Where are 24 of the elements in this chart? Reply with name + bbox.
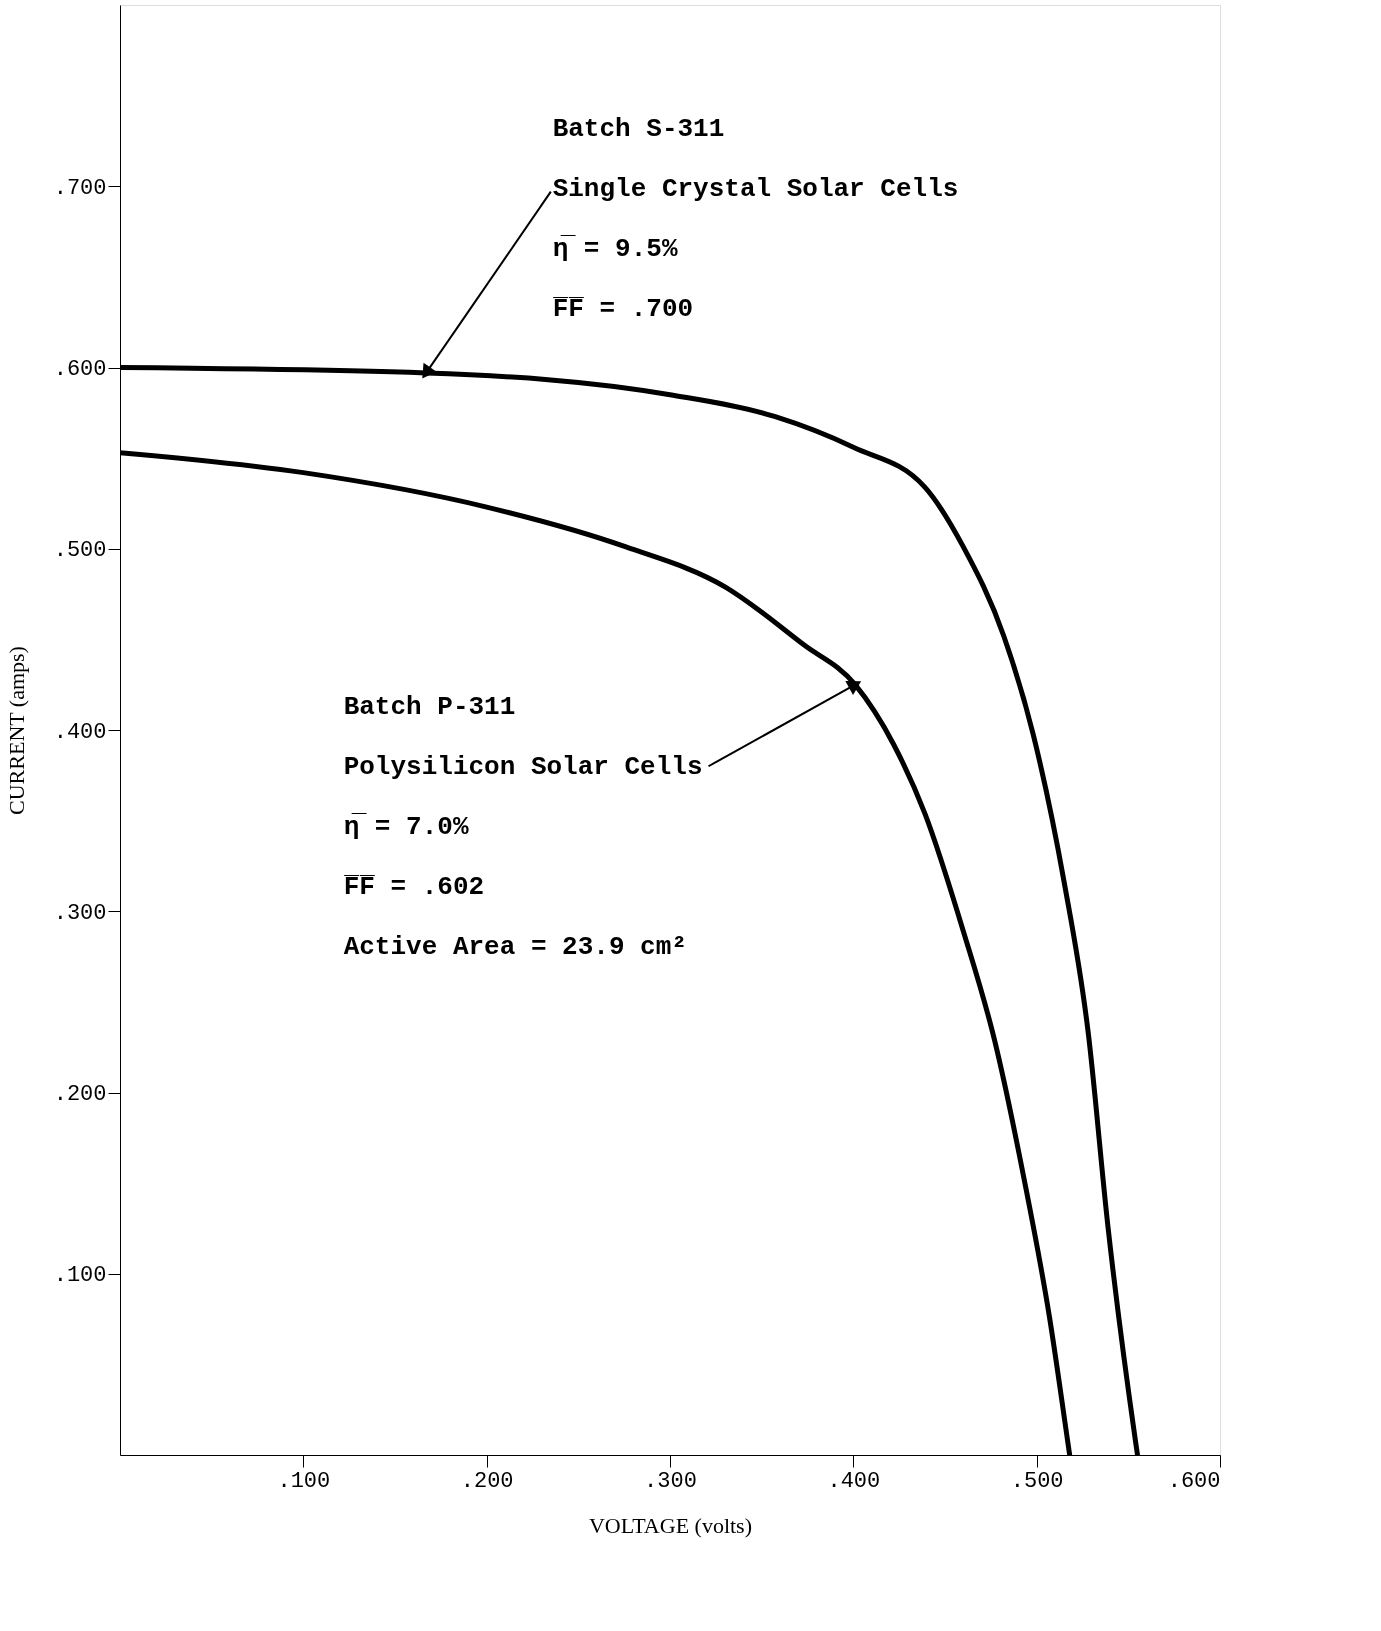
annotation: Polysilicon Solar Cells bbox=[343, 752, 703, 783]
annotation: η̅ = 9.5% bbox=[552, 233, 678, 264]
x-tick-label: .600 bbox=[1167, 1468, 1221, 1494]
annotation: Active Area = 23.9 cm² bbox=[343, 931, 687, 962]
y-tick-label: .200 bbox=[53, 1082, 107, 1107]
y-axis-title: CURRENT (amps) bbox=[3, 646, 29, 815]
y-tick-label: .500 bbox=[53, 538, 107, 564]
x-tick-label: .100 bbox=[277, 1468, 331, 1494]
y-tick-label: .100 bbox=[53, 1263, 107, 1289]
annotation: F̅F̅ = .602 bbox=[343, 871, 485, 902]
x-tick-label: .500 bbox=[1010, 1468, 1064, 1494]
annotation: η̅ = 7.0% bbox=[343, 812, 469, 843]
annotation: Batch S-311 bbox=[552, 114, 725, 145]
annotation: Batch P-311 bbox=[343, 692, 516, 723]
x-axis-title: VOLTAGE (volts) bbox=[588, 1512, 753, 1538]
annotation: F̅F̅ = .700 bbox=[552, 293, 694, 324]
x-tick-label: .400 bbox=[827, 1468, 881, 1494]
y-tick-label: .300 bbox=[53, 900, 107, 926]
y-tick-label: .400 bbox=[53, 719, 107, 745]
x-tick-label: .200 bbox=[460, 1468, 514, 1494]
x-tick-label: .300 bbox=[644, 1468, 697, 1494]
y-tick-label: .700 bbox=[53, 175, 107, 201]
annotation: Single Crystal Solar Cells bbox=[552, 174, 959, 205]
y-tick-label: .600 bbox=[53, 357, 107, 382]
